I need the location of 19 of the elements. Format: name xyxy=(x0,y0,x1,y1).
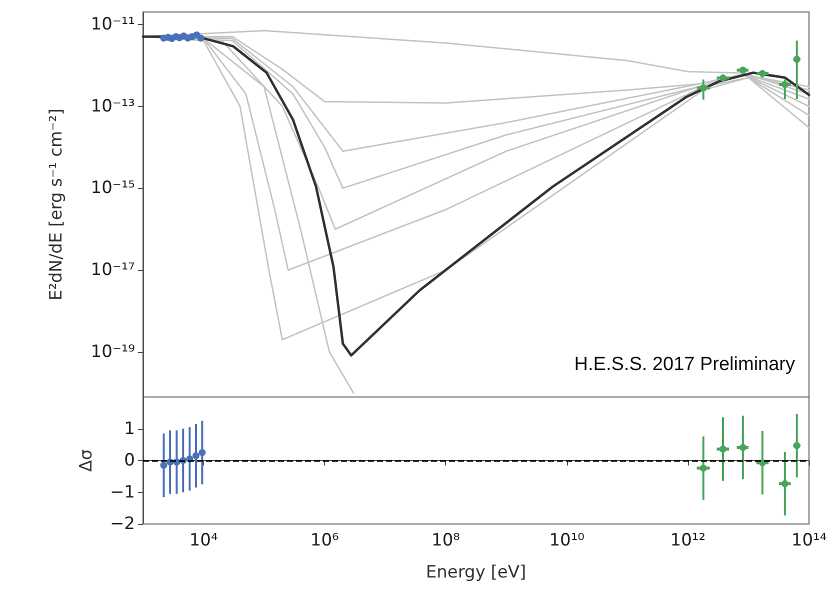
x-tick-label: 10¹⁰ xyxy=(549,530,585,550)
y-tick-label: 1 xyxy=(124,418,135,439)
y-axis-title: Δσ xyxy=(76,449,96,472)
x-tick-label: 10⁸ xyxy=(432,530,460,550)
x-tick-label: 10⁴ xyxy=(189,530,218,550)
y-tick-label: 0 xyxy=(124,450,135,470)
y-tick-label: 10⁻¹⁹ xyxy=(90,342,136,362)
annotation: H.E.S.S. 2017 Preliminary xyxy=(574,354,796,375)
y-tick-label: −1 xyxy=(110,482,135,502)
y-tick-label: −2 xyxy=(110,514,135,534)
x-tick-label: 10⁶ xyxy=(310,530,340,550)
x-axis-title: Energy [eV] xyxy=(426,562,526,582)
y-axis-title: E²dN/dE [erg s⁻¹ cm⁻²] xyxy=(46,108,66,301)
y-tick-label: 10⁻¹⁷ xyxy=(90,260,136,280)
x-tick-label: 10¹⁴ xyxy=(791,530,827,550)
y-tick-label: 10⁻¹¹ xyxy=(90,14,135,34)
y-tick-label: 10⁻¹³ xyxy=(90,96,135,116)
y-tick-label: 10⁻¹⁵ xyxy=(90,178,135,198)
x-tick-label: 10¹² xyxy=(670,530,706,550)
